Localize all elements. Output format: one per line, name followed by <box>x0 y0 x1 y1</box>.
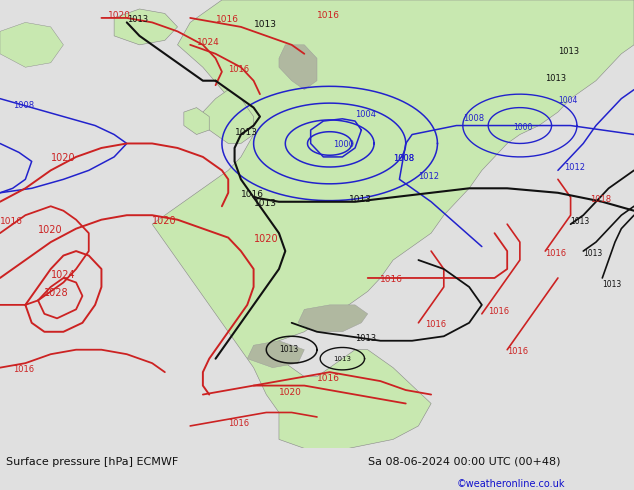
Text: 1024: 1024 <box>197 38 219 47</box>
Text: 1018: 1018 <box>590 195 611 204</box>
Text: 1016: 1016 <box>488 307 509 316</box>
Polygon shape <box>152 0 634 448</box>
Text: ©weatheronline.co.uk: ©weatheronline.co.uk <box>456 479 565 489</box>
Text: 1016: 1016 <box>0 217 23 226</box>
Text: Sa 08-06-2024 00:00 UTC (00+48): Sa 08-06-2024 00:00 UTC (00+48) <box>368 457 560 466</box>
Text: 1013: 1013 <box>558 47 579 56</box>
Text: 1020: 1020 <box>38 225 63 235</box>
Text: 1028: 1028 <box>44 288 69 298</box>
Text: 1016: 1016 <box>228 419 249 428</box>
Text: 1020: 1020 <box>152 216 177 226</box>
Text: 1016: 1016 <box>241 190 264 199</box>
Text: 1016: 1016 <box>425 320 446 329</box>
Text: 1004: 1004 <box>355 110 376 119</box>
Polygon shape <box>0 23 63 67</box>
Text: 1012: 1012 <box>418 172 439 181</box>
Text: 1016: 1016 <box>228 65 249 74</box>
Polygon shape <box>114 9 178 45</box>
Text: 1013: 1013 <box>235 127 257 137</box>
Text: 1004: 1004 <box>558 96 578 105</box>
Polygon shape <box>298 305 368 332</box>
Text: 1016: 1016 <box>507 347 528 356</box>
Text: 1016: 1016 <box>317 374 340 383</box>
Text: 1008: 1008 <box>463 114 484 123</box>
Text: 1013: 1013 <box>127 15 148 24</box>
Polygon shape <box>247 341 304 368</box>
Text: 1016: 1016 <box>13 365 34 374</box>
Text: 1013: 1013 <box>279 345 298 354</box>
Text: 1000: 1000 <box>333 140 354 149</box>
Text: 1013: 1013 <box>349 195 372 204</box>
Text: 1013: 1013 <box>355 334 376 343</box>
Text: 1013: 1013 <box>333 356 351 362</box>
Text: 1016: 1016 <box>380 275 403 285</box>
Text: 1012: 1012 <box>564 163 585 172</box>
Text: Surface pressure [hPa] ECMWF: Surface pressure [hPa] ECMWF <box>6 457 179 466</box>
Polygon shape <box>184 108 209 135</box>
Polygon shape <box>279 45 317 90</box>
Text: 1020: 1020 <box>108 11 131 20</box>
Text: 1020: 1020 <box>254 234 278 244</box>
Polygon shape <box>203 90 254 144</box>
Text: 1024: 1024 <box>51 270 75 280</box>
Text: 1013: 1013 <box>602 280 621 289</box>
Text: 1016: 1016 <box>216 15 238 24</box>
Text: 1013: 1013 <box>254 20 276 29</box>
Text: 1013: 1013 <box>571 217 590 226</box>
Text: 1008: 1008 <box>13 100 34 110</box>
Text: 1008: 1008 <box>393 154 414 163</box>
Text: 1016: 1016 <box>317 11 340 20</box>
Text: 1013: 1013 <box>254 199 276 208</box>
Text: 1020: 1020 <box>51 153 75 163</box>
Text: 1020: 1020 <box>279 388 302 396</box>
Text: 1016: 1016 <box>545 248 566 258</box>
Text: 1013: 1013 <box>545 74 566 83</box>
Text: 1013: 1013 <box>583 248 602 258</box>
Text: 1000: 1000 <box>514 123 533 132</box>
Text: 1008: 1008 <box>393 154 414 163</box>
